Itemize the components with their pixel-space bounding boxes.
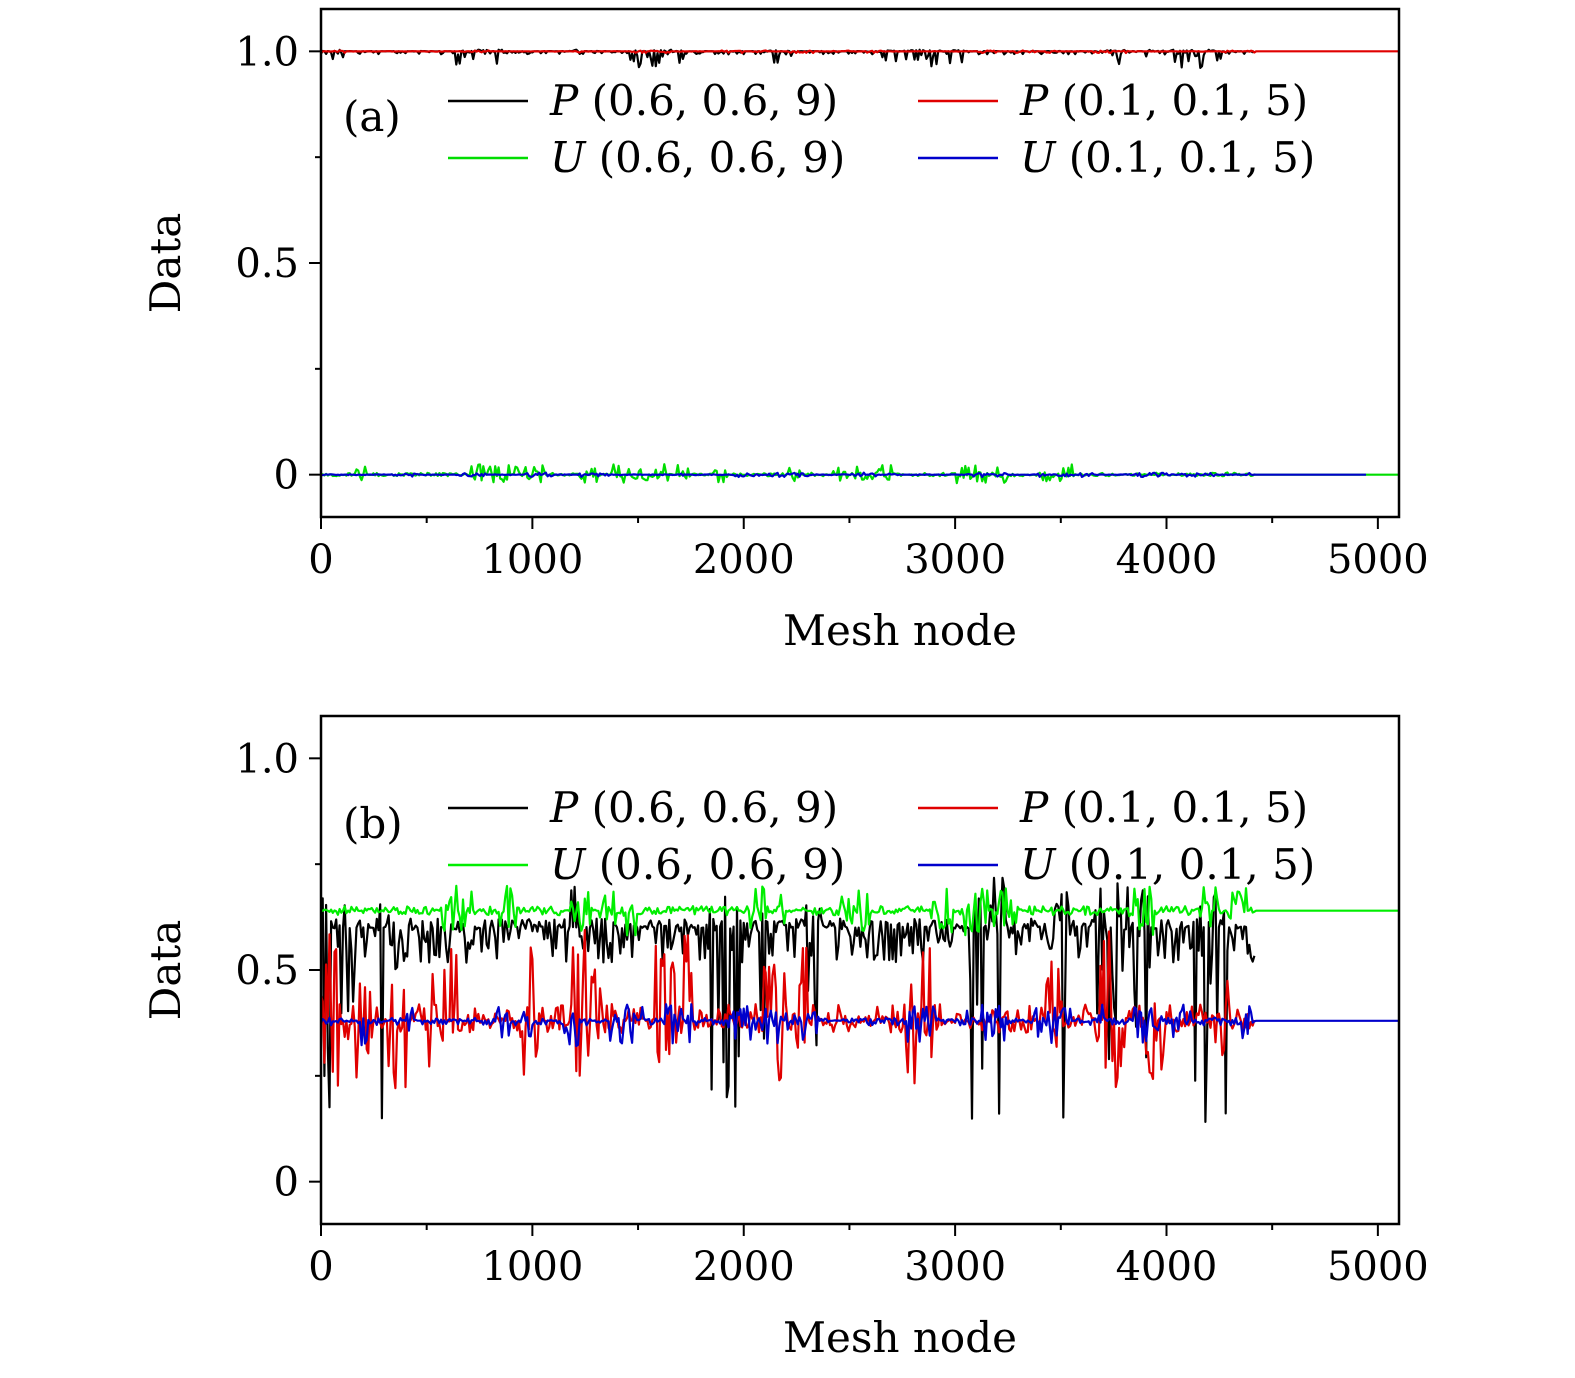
series-line-u-3 (321, 1003, 1399, 1048)
legend-label: U (0.1, 0.1, 5) (1020, 840, 1315, 889)
x-tick-label: 4000 (1116, 1244, 1218, 1290)
panel-label-a: (a) (343, 92, 401, 141)
x-axis-title-b: Mesh node (783, 1313, 1017, 1362)
legend-label: U (0.1, 0.1, 5) (1020, 133, 1315, 182)
x-tick-label: 1000 (481, 1244, 583, 1290)
series-group (321, 48, 1399, 485)
y-axis-title-a: Data (141, 213, 190, 314)
chart-panel-b: (b) Mesh node Data 0 1000 2000 3000 4000 5000… (141, 714, 1429, 1362)
x-tick-label: 1000 (481, 537, 583, 583)
x-tick-label: 5000 (1327, 1244, 1429, 1290)
y-axis-title-b: Data (141, 920, 190, 1021)
legend-item: U (0.1, 0.1, 5) (918, 840, 1315, 889)
legend-item: P (0.6, 0.6, 9) (448, 783, 838, 832)
x-tick-label: 2000 (693, 1244, 795, 1290)
x-tick-label: 2000 (693, 537, 795, 583)
series-line-u-2 (321, 884, 1399, 937)
legend: P (0.6, 0.6, 9) P (0.1, 0.1, 5) U (0.6, 0.… (448, 76, 1315, 182)
panel-label-b: (b) (343, 799, 403, 848)
x-tick-label: 3000 (904, 537, 1006, 583)
x-tick-label: 3000 (904, 1244, 1006, 1290)
x-tick-label: 0 (308, 1244, 333, 1290)
legend: P (0.6, 0.6, 9) P (0.1, 0.1, 5) U (0.6, 0.… (448, 783, 1315, 889)
legend-label: U (0.6, 0.6, 9) (550, 840, 845, 889)
series-line-p-0 (321, 876, 1256, 1124)
legend-item: U (0.1, 0.1, 5) (918, 133, 1315, 182)
x-tick-label: 5000 (1327, 537, 1429, 583)
chart-panel-a: (a) Mesh node Data 0 1000 2000 3000 4000 5000… (141, 7, 1429, 655)
y-tick-label: 0 (274, 1160, 299, 1206)
legend-item: U (0.6, 0.6, 9) (448, 133, 845, 182)
series-group (321, 876, 1399, 1124)
legend-label: P (0.1, 0.1, 5) (1019, 76, 1308, 125)
y-tick-label: 0.5 (235, 948, 299, 994)
legend-label: U (0.6, 0.6, 9) (550, 133, 845, 182)
legend-item: P (0.6, 0.6, 9) (448, 76, 838, 125)
y-tick-label: 1.0 (235, 736, 299, 782)
legend-label: P (0.6, 0.6, 9) (549, 76, 838, 125)
legend-label: P (0.6, 0.6, 9) (549, 783, 838, 832)
series-line-u-3 (321, 471, 1366, 479)
x-tick-label: 4000 (1116, 537, 1218, 583)
x-axis-title-a: Mesh node (783, 606, 1017, 655)
legend-item: U (0.6, 0.6, 9) (448, 840, 845, 889)
series-line-p-1 (321, 49, 1399, 55)
legend-label: P (0.1, 0.1, 5) (1019, 783, 1308, 832)
x-tick-label: 0 (308, 537, 333, 583)
y-tick-label: 1.0 (235, 29, 299, 75)
legend-item: P (0.1, 0.1, 5) (918, 783, 1308, 832)
legend-item: P (0.1, 0.1, 5) (918, 76, 1308, 125)
y-tick-label: 0 (274, 453, 299, 499)
y-tick-label: 0.5 (235, 241, 299, 287)
